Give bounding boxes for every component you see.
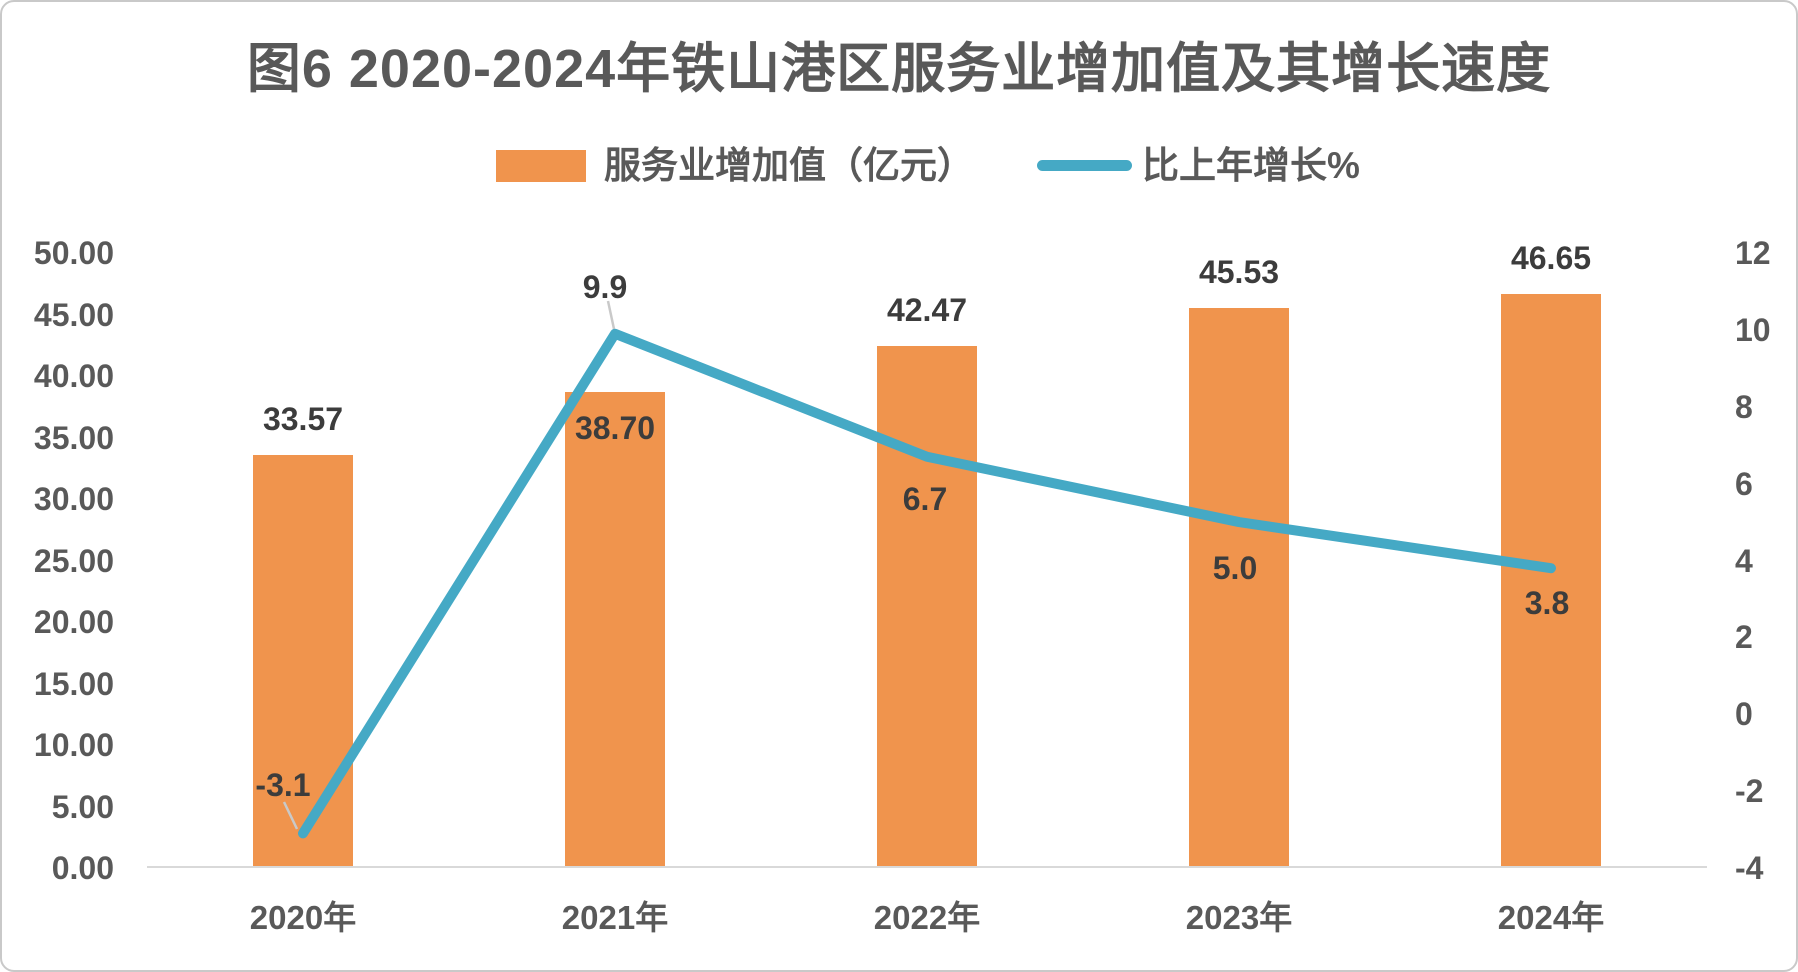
y-axis-right-tick: 2 — [1735, 619, 1753, 656]
y-axis-right-tick: -4 — [1735, 850, 1764, 886]
y-axis-left-tick: 10.00 — [33, 727, 114, 763]
y-axis-left-tick: 25.00 — [33, 542, 114, 579]
bar-2022 — [877, 345, 977, 868]
bar-value-label: 33.57 — [262, 401, 344, 438]
line-value-label: 6.7 — [902, 480, 948, 517]
bar-2020 — [253, 455, 353, 868]
bar-value-label: 42.47 — [886, 291, 968, 328]
legend-bar-label: 服务业增加值（亿元） — [604, 145, 974, 186]
y-axis-left-tick: 20.00 — [33, 604, 114, 640]
y-axis-right-tick: 6 — [1735, 465, 1753, 502]
chart-title: 图6 2020-2024年铁山港区服务业增加值及其增长速度 — [246, 39, 1552, 99]
y-axis-left-tick: 0.00 — [51, 850, 114, 886]
y-axis-left-tick: 5.00 — [51, 788, 114, 825]
y-axis-left-tick: 30.00 — [33, 481, 114, 517]
y-axis-right-tick: 4 — [1735, 542, 1753, 579]
y-axis-right-tick: 12 — [1735, 235, 1771, 271]
x-axis-label-2023: 2023年 — [1185, 899, 1293, 936]
x-axis-label-2020: 2020年 — [249, 899, 357, 936]
y-axis-left-tick: 15.00 — [33, 665, 114, 702]
y-axis-right-tick: 10 — [1735, 311, 1771, 348]
bar-value-label: 46.65 — [1510, 240, 1592, 277]
line-value-label: -3.1 — [255, 767, 311, 804]
legend-bar-swatch-icon — [496, 150, 586, 182]
y-axis-left-tick: 50.00 — [33, 235, 114, 271]
x-axis-label-2024: 2024年 — [1497, 899, 1605, 936]
bar-2021 — [565, 391, 665, 868]
bar-value-label: 38.70 — [574, 409, 656, 446]
bar-2024 — [1501, 294, 1601, 868]
legend-line-swatch-icon — [1037, 160, 1132, 171]
y-axis-left-tick: 40.00 — [33, 358, 114, 394]
y-axis-left-tick: 35.00 — [33, 419, 114, 456]
legend-line-label: 比上年增长% — [1142, 145, 1360, 186]
bar-value-label: 45.53 — [1198, 253, 1280, 290]
x-axis-line — [147, 866, 1707, 868]
x-axis-label-2021: 2021年 — [561, 899, 669, 936]
line-value-label: 3.8 — [1524, 585, 1570, 622]
y-axis-right-tick: -2 — [1735, 773, 1764, 810]
line-value-label: 9.9 — [582, 268, 628, 305]
y-axis-right-tick: 8 — [1735, 388, 1753, 425]
y-axis-left-tick: 45.00 — [33, 296, 114, 333]
line-value-label: 5.0 — [1212, 550, 1258, 587]
y-axis-right-tick: 0 — [1735, 696, 1753, 733]
x-axis-label-2022: 2022年 — [873, 899, 981, 936]
